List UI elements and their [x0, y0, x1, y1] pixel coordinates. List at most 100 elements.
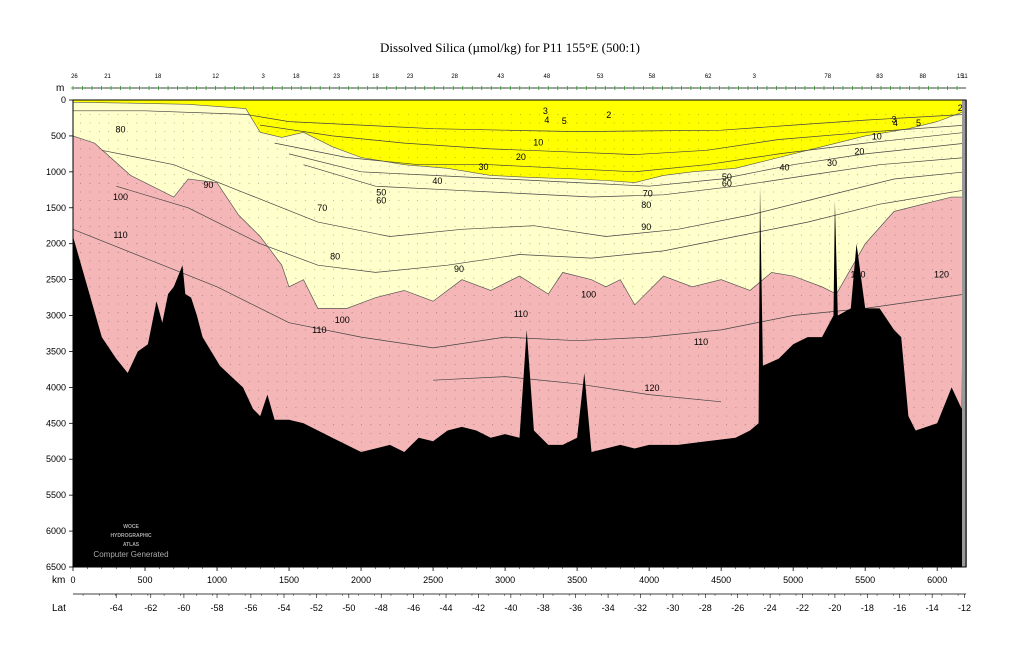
contour-line-7: [72, 228, 967, 349]
contour-label-6: 5: [916, 118, 921, 128]
contour-label-18: 60: [376, 196, 386, 206]
station-marker: [71, 86, 75, 90]
lat-tick-label-3: -58: [211, 603, 224, 613]
lat-tick-label-8: -48: [375, 603, 388, 613]
station-marker: [860, 86, 865, 90]
contour-line-5: [101, 149, 967, 237]
station-marker: [546, 86, 551, 90]
lat-tick-label-2: -60: [177, 603, 190, 613]
station-marker: [232, 86, 237, 90]
chart-title: Dissolved Silica (µmol/kg) for P11 155°E…: [380, 40, 640, 55]
station-marker: [299, 86, 304, 90]
station-marker: [612, 86, 617, 90]
watermark-line-2: HYDROGRAPHIC: [110, 533, 152, 539]
station-marker: [869, 86, 874, 90]
watermark-caption: Computer Generated: [93, 550, 168, 559]
station-marker: [394, 86, 399, 90]
station-marker: [726, 86, 731, 90]
station-marker: [945, 86, 950, 90]
depth-tick-label-13: 6500: [46, 562, 66, 572]
depth-unit-label: m: [56, 83, 64, 94]
contour-label-10: 20: [516, 152, 526, 162]
bathymetry: [73, 186, 966, 567]
lat-tick-label-12: -40: [504, 603, 517, 613]
contour-label-20: 70: [317, 203, 327, 213]
contour-label-37: 120: [934, 270, 949, 280]
station-label-15: 3: [753, 74, 757, 80]
station-marker: [641, 86, 646, 90]
station-label-4: 3: [261, 74, 265, 80]
lat-tick-label-6: -52: [310, 603, 323, 613]
station-marker: [223, 86, 228, 90]
contour-label-25: 90: [203, 180, 213, 190]
station-marker: [213, 86, 218, 90]
lat-tick-label-26: -12: [958, 603, 971, 613]
station-marker: [422, 86, 427, 90]
station-marker: [261, 86, 266, 90]
contour-lines: [72, 110, 967, 403]
station-marker: [517, 86, 522, 90]
station-marker: [774, 86, 779, 90]
station-marker: [555, 86, 560, 90]
station-marker: [479, 86, 484, 90]
contour-label-19: 60: [722, 178, 732, 188]
station-marker: [669, 86, 674, 90]
lat-tick-label-5: -54: [277, 603, 290, 613]
station-marker: [764, 86, 769, 90]
station-label-2: 18: [155, 74, 162, 80]
station-marker: [574, 86, 579, 90]
contour-label-34: 110: [514, 309, 528, 319]
contour-label-2: 5: [562, 116, 567, 126]
station-marker: [936, 86, 941, 90]
contour-label-30: 100: [581, 290, 596, 300]
station-marker: [441, 86, 446, 90]
station-marker: [270, 86, 275, 90]
contour-label-14: 40: [432, 176, 442, 186]
depth-tick-label-6: 3000: [46, 311, 66, 321]
station-marker: [403, 86, 408, 90]
depth-tick-label-8: 4000: [46, 382, 66, 392]
station-marker: [375, 86, 380, 90]
station-label-19: 15: [957, 74, 964, 80]
contour-label-15: 40: [779, 163, 789, 173]
station-marker: [498, 86, 503, 90]
station-label-17: 83: [876, 74, 883, 80]
lat-tick-label-25: -14: [926, 603, 939, 613]
depth-tick-label-2: 1000: [46, 167, 66, 177]
station-label-14: 62: [705, 74, 712, 80]
contour-label-9: 10: [872, 132, 882, 142]
station-marker: [955, 86, 960, 90]
station-marker: [783, 86, 788, 90]
lat-tick-label-0: -64: [110, 603, 123, 613]
contour-label-35: 110: [694, 337, 708, 347]
station-marker: [460, 86, 465, 90]
station-marker: [137, 86, 142, 90]
lat-tick-label-13: -38: [537, 603, 550, 613]
lat-tick-label-16: -32: [634, 603, 647, 613]
station-marker: [365, 86, 370, 90]
station-label-12: 53: [597, 74, 604, 80]
station-marker: [821, 86, 826, 90]
right-edge-strip: [962, 100, 967, 567]
station-marker: [650, 86, 655, 90]
contour-line-0: [73, 110, 967, 132]
station-label-10: 43: [497, 74, 504, 80]
contour-label-21: 70: [643, 188, 653, 198]
station-marker: [327, 86, 332, 90]
station-marker: [489, 86, 494, 90]
contour-label-1: 4: [544, 115, 549, 125]
station-marker: [356, 86, 361, 90]
lat-tick-label-4: -56: [244, 603, 257, 613]
depth-tick-label-9: 4500: [46, 418, 66, 428]
contour-label-22: 80: [115, 125, 125, 135]
lat-tick-label-18: -28: [699, 603, 712, 613]
lat-tick-label-1: -62: [144, 603, 157, 613]
station-marker: [907, 86, 912, 90]
station-marker: [603, 86, 608, 90]
contour-label-27: 90: [641, 222, 651, 232]
station-label-0: 26: [71, 74, 78, 80]
station-marker: [289, 86, 294, 90]
contour-label-0: 3: [543, 106, 548, 116]
contour-label-23: 80: [330, 252, 340, 262]
